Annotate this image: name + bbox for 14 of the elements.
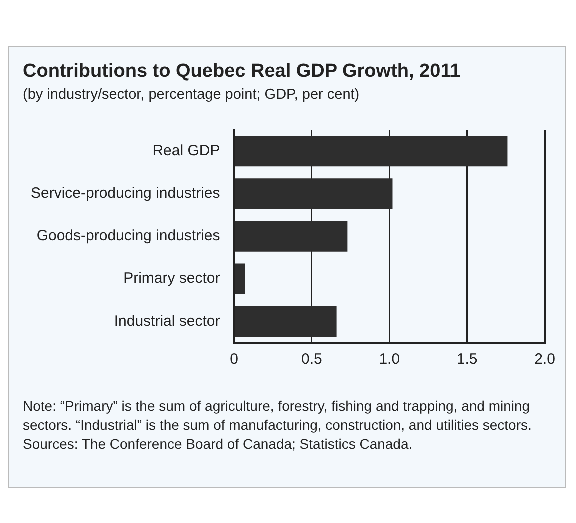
y-tick-label: Primary sector: [124, 270, 220, 288]
text: Note: “Primary” is the sum of agriculture, forestry, fishing and trapping, and mining sectors. “Industrial” is the sum of manufacturing, construction, and utilities sectors.: [23, 397, 533, 435]
y-tick-label: Real GDP: [152, 142, 220, 160]
chart-subtitle: (by industry/sector, percentage point; GDP, per cent): [23, 87, 360, 103]
y-tick-label: Service-producing industries: [30, 185, 220, 202]
y-tick-label: Industrial sector: [114, 312, 220, 330]
source-note: Sources: The Conference Board of Canada; Statistics Canada.: [23, 435, 414, 454]
chart-title: Contributions to Quebec Real GDP Growth, 2011: [23, 61, 461, 83]
x-tick-label: 2.0: [534, 351, 556, 368]
x-tick-label: 1.5: [456, 351, 478, 368]
x-tick-label: 0: [230, 351, 238, 368]
y-tick-label: Goods-producing industries: [36, 228, 220, 245]
x-tick-label: 1.0: [379, 351, 400, 368]
x-tick-label: 0.5: [302, 351, 322, 368]
